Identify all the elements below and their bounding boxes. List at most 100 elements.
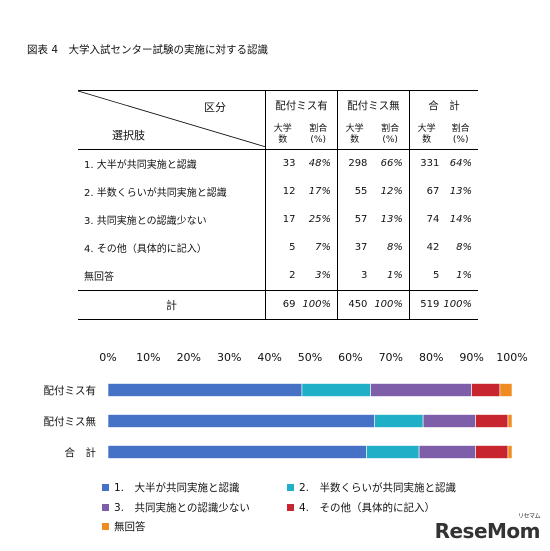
row-label: 2. 半数くらいが共同実施と認識 [84, 188, 227, 199]
row-label: 無回答 [84, 272, 114, 283]
cell-ratio: 66% [371, 148, 410, 178]
legend-label: 無回答 [114, 520, 146, 533]
table-row: 3. 共同実施との認識少ない 17 25% 57 13% 74 14% [78, 205, 478, 234]
cell-ratio: 8% [387, 242, 403, 253]
site-watermark: ReseMom リセマム [434, 513, 541, 543]
x-tick-label: 0% [99, 351, 116, 364]
cell-ratio: 12% [380, 186, 403, 197]
table-row: 無回答 2 3% 3 1% 5 1% [78, 261, 478, 290]
x-tick-label: 70% [379, 351, 403, 364]
cell-count: 5 [408, 261, 444, 290]
cell-count: 57 [336, 205, 372, 234]
bar-segment [107, 414, 375, 428]
cell-ratio: 3% [315, 270, 331, 281]
table-row: 1. 大半が共同実施と認識 33 48% 298 66% 331 64% [78, 148, 478, 178]
cell-ratio: 7% [315, 242, 331, 253]
stats-table: 区分 選択肢 配付ミス有 配付ミス無 合 計 大学数 割合(%) 大学数 割合(… [78, 90, 478, 320]
row-label: 4. その他（具体的に記入） [84, 244, 207, 255]
cell-ratio: 8% [456, 242, 472, 253]
cell-count: 42 [408, 233, 444, 262]
cell-ratio: 25% [308, 214, 331, 225]
cell-count: 519 [408, 289, 444, 320]
group-header-no-error: 配付ミス無 [336, 90, 410, 121]
bar-segment [475, 414, 509, 428]
cell-ratio: 100% [299, 289, 338, 320]
cell-count: 298 [336, 148, 372, 178]
bar-segment [422, 414, 476, 428]
x-tick-label: 50% [298, 351, 322, 364]
cell-ratio: 100% [443, 289, 478, 320]
cell-count: 74 [408, 205, 444, 234]
header-sentakushi: 選択肢 [112, 129, 145, 142]
diagonal-line [78, 91, 266, 147]
table-corner-header: 区分 選択肢 [78, 90, 266, 149]
legend-swatch [102, 504, 109, 511]
table-row: 4. その他（具体的に記入） 5 7% 37 8% 42 8% [78, 233, 478, 262]
cell-count: 69 [265, 289, 300, 320]
cell-count: 33 [265, 148, 300, 178]
row-label: 3. 共同実施との認識少ない [84, 216, 207, 227]
bar-segment [366, 445, 420, 459]
x-tick-label: 60% [338, 351, 362, 364]
category-label: 合 計 [65, 446, 97, 459]
bar-segment [374, 414, 424, 428]
bar-segment [107, 383, 303, 397]
table-row: 2. 半数くらいが共同実施と認識 12 17% 55 12% 67 13% [78, 177, 478, 206]
row-label: 1. 大半が共同実施と認識 [78, 148, 266, 178]
header-kubun: 区分 [204, 101, 226, 114]
sub-header-count: 大学数 [336, 120, 372, 149]
cell-ratio: 1% [387, 270, 403, 281]
cell-count: 331 [408, 148, 444, 178]
group-header-total: 合 計 [408, 90, 478, 121]
total-row: 計 69 100% 450 100% 519 100% [78, 289, 478, 320]
cell-count: 17 [265, 205, 300, 234]
x-tick-label: 10% [136, 351, 160, 364]
cell-ratio: 17% [308, 186, 331, 197]
cell-count: 67 [408, 177, 444, 206]
cell-count: 12 [265, 177, 300, 206]
bar-segment [107, 445, 367, 459]
x-tick-label: 40% [257, 351, 281, 364]
bar-segment [370, 383, 472, 397]
legend-swatch [287, 484, 294, 491]
figure-title: 図表 4 大学入試センター試験の実施に対する認識 [27, 44, 269, 56]
legend-swatch [287, 504, 294, 511]
cell-count: 2 [265, 261, 300, 290]
cell-count: 450 [336, 289, 372, 320]
cell-count: 55 [336, 177, 372, 206]
cell-ratio: 64% [443, 148, 478, 178]
bar-segment [475, 445, 509, 459]
cell-count: 5 [265, 233, 300, 262]
total-label: 計 [78, 289, 266, 320]
cell-count: 37 [336, 233, 372, 262]
x-tick-label: 30% [217, 351, 241, 364]
bar-segment [301, 383, 371, 397]
sub-header-ratio: 割合(%) [381, 123, 400, 145]
cell-ratio: 13% [449, 186, 472, 197]
category-label: 配付ミス無 [44, 415, 97, 428]
legend-label: 4. その他（具体的に記入） [299, 501, 435, 514]
cell-count: 3 [336, 261, 372, 290]
x-tick-label: 20% [177, 351, 201, 364]
legend-label: 3. 共同実施との認識少ない [114, 501, 250, 514]
bar-segment [507, 414, 513, 428]
group-header-with-error: 配付ミス有 [265, 90, 338, 121]
sub-header-ratio: 割合(%) [309, 123, 328, 145]
x-tick-label: 80% [419, 351, 443, 364]
x-tick-label: 100% [496, 351, 527, 364]
legend-swatch [102, 523, 109, 530]
cell-ratio: 14% [449, 214, 472, 225]
x-tick-label: 90% [459, 351, 483, 364]
bar-segment [499, 383, 513, 397]
bar-segment [507, 445, 513, 459]
sub-header-count: 大学数 [265, 120, 300, 149]
sub-header-ratio: 割合(%) [451, 123, 470, 145]
legend-swatch [102, 484, 109, 491]
legend-label: 2. 半数くらいが共同実施と認識 [299, 481, 457, 494]
bar-segment [471, 383, 501, 397]
cell-ratio: 48% [299, 148, 338, 178]
sub-header-count: 大学数 [408, 120, 444, 149]
cell-ratio: 100% [371, 289, 410, 320]
bar-segment [418, 445, 476, 459]
